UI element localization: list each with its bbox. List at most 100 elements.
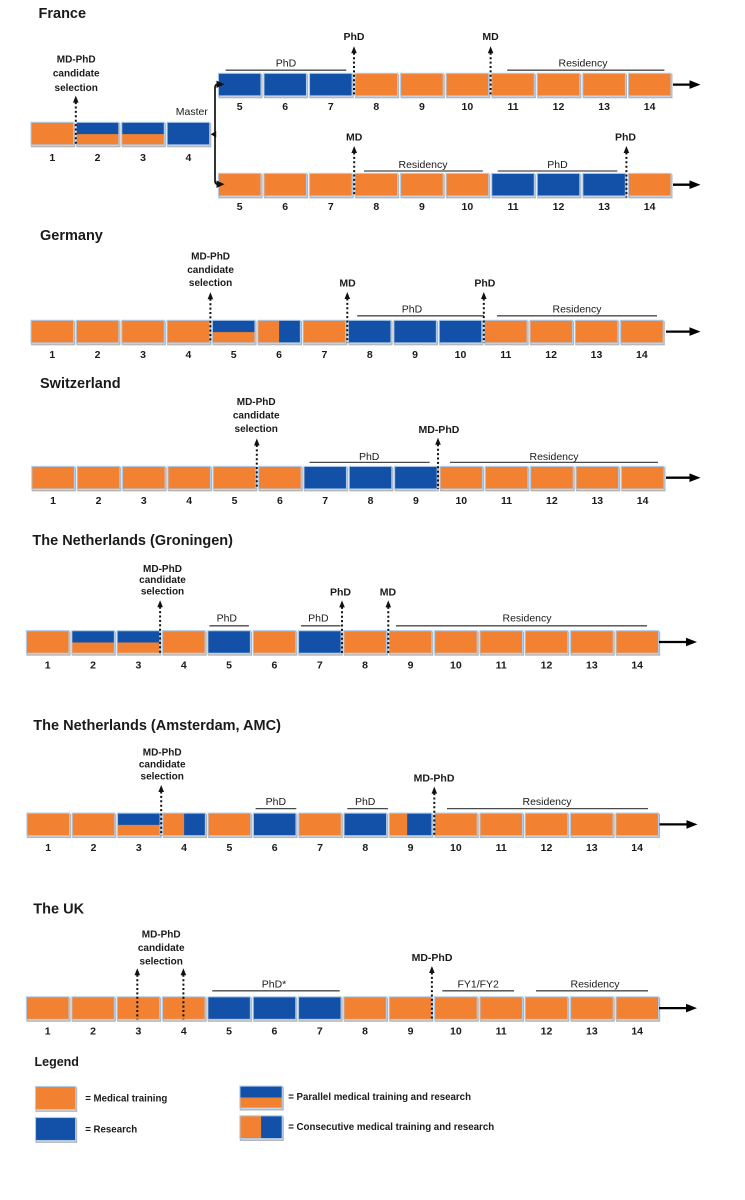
svg-text:7: 7 <box>321 349 327 361</box>
svg-text:8: 8 <box>373 101 379 113</box>
svg-text:14: 14 <box>644 201 656 213</box>
svg-text:MD-PhD: MD-PhD <box>418 424 459 436</box>
svg-text:candidate: candidate <box>139 575 186 586</box>
svg-text:Residency: Residency <box>558 58 608 70</box>
svg-text:= Medical training: = Medical training <box>85 1094 167 1105</box>
svg-text:14: 14 <box>644 101 656 113</box>
svg-text:11: 11 <box>496 842 507 854</box>
svg-text:11: 11 <box>496 1026 507 1038</box>
svg-text:PhD: PhD <box>474 278 495 290</box>
svg-text:MD-PhD: MD-PhD <box>237 397 276 408</box>
svg-text:6: 6 <box>272 842 278 854</box>
svg-text:PhD: PhD <box>402 304 423 316</box>
svg-text:The Netherlands (Groningen): The Netherlands (Groningen) <box>32 533 233 549</box>
svg-text:= Parallel medical training an: = Parallel medical training and research <box>288 1092 471 1103</box>
svg-text:candidate: candidate <box>53 69 100 80</box>
svg-text:Legend: Legend <box>35 1055 79 1069</box>
svg-text:MD: MD <box>380 587 397 599</box>
svg-text:6: 6 <box>282 101 288 113</box>
svg-text:4: 4 <box>181 660 187 672</box>
svg-text:PhD: PhD <box>266 796 287 808</box>
svg-text:11: 11 <box>496 660 507 672</box>
svg-text:selection: selection <box>141 772 184 783</box>
svg-text:10: 10 <box>450 842 462 854</box>
svg-text:12: 12 <box>546 495 558 507</box>
svg-text:7: 7 <box>328 101 334 113</box>
svg-text:candidate: candidate <box>187 265 234 276</box>
svg-text:9: 9 <box>408 660 414 672</box>
svg-text:PhD: PhD <box>276 58 297 70</box>
svg-text:selection: selection <box>55 83 98 94</box>
svg-text:PhD*: PhD* <box>262 978 287 990</box>
svg-text:10: 10 <box>462 101 474 113</box>
svg-text:13: 13 <box>598 101 610 113</box>
svg-text:8: 8 <box>373 201 379 213</box>
svg-text:The Netherlands (Amsterdam, AM: The Netherlands (Amsterdam, AMC) <box>33 718 281 734</box>
svg-text:14: 14 <box>631 842 643 854</box>
svg-text:13: 13 <box>591 495 603 507</box>
svg-text:The UK: The UK <box>33 902 84 918</box>
svg-text:10: 10 <box>450 1026 462 1038</box>
svg-text:Master: Master <box>176 106 209 118</box>
svg-text:14: 14 <box>631 1026 643 1038</box>
svg-text:4: 4 <box>181 1026 187 1038</box>
svg-text:10: 10 <box>455 495 467 507</box>
svg-text:12: 12 <box>545 349 557 361</box>
svg-text:selection: selection <box>235 424 278 435</box>
svg-text:1: 1 <box>49 349 55 361</box>
svg-text:Switzerland: Switzerland <box>40 376 121 392</box>
svg-text:4: 4 <box>181 842 187 854</box>
svg-text:MD-PhD: MD-PhD <box>143 748 182 759</box>
svg-text:5: 5 <box>237 101 243 113</box>
svg-text:PhD: PhD <box>359 451 380 463</box>
svg-text:1: 1 <box>45 1026 51 1038</box>
svg-text:selection: selection <box>189 278 232 289</box>
svg-text:9: 9 <box>419 101 425 113</box>
svg-text:6: 6 <box>282 201 288 213</box>
svg-text:4: 4 <box>185 349 191 361</box>
svg-text:11: 11 <box>500 349 511 361</box>
svg-text:5: 5 <box>232 495 238 507</box>
svg-text:MD: MD <box>346 132 363 144</box>
svg-text:12: 12 <box>553 201 565 213</box>
svg-text:6: 6 <box>271 1026 277 1038</box>
svg-text:Residency: Residency <box>529 451 579 463</box>
svg-text:5: 5 <box>226 660 232 672</box>
svg-text:11: 11 <box>501 495 512 507</box>
svg-text:13: 13 <box>591 349 603 361</box>
svg-text:MD-PhD: MD-PhD <box>412 952 453 964</box>
svg-text:10: 10 <box>455 349 467 361</box>
svg-text:1: 1 <box>45 660 51 672</box>
svg-text:7: 7 <box>328 201 334 213</box>
svg-text:MD-PhD: MD-PhD <box>143 564 182 575</box>
svg-text:PhD: PhD <box>615 132 636 144</box>
svg-text:12: 12 <box>541 660 553 672</box>
svg-text:MD: MD <box>339 278 356 290</box>
svg-text:8: 8 <box>362 842 368 854</box>
svg-text:7: 7 <box>317 842 323 854</box>
svg-text:2: 2 <box>95 349 101 361</box>
svg-text:9: 9 <box>408 1026 414 1038</box>
svg-text:13: 13 <box>586 660 598 672</box>
svg-text:14: 14 <box>631 660 643 672</box>
svg-text:3: 3 <box>135 1026 141 1038</box>
svg-text:4: 4 <box>185 152 191 164</box>
svg-text:selection: selection <box>140 957 183 968</box>
svg-text:13: 13 <box>586 842 598 854</box>
svg-text:PhD: PhD <box>547 159 568 171</box>
svg-text:3: 3 <box>140 152 146 164</box>
svg-text:FY1/FY2: FY1/FY2 <box>457 978 499 990</box>
svg-text:Germany: Germany <box>40 228 103 244</box>
svg-text:PhD: PhD <box>217 613 238 625</box>
svg-text:candidate: candidate <box>138 943 185 954</box>
svg-text:7: 7 <box>317 1026 323 1038</box>
svg-text:9: 9 <box>408 842 414 854</box>
svg-text:3: 3 <box>141 495 147 507</box>
svg-text:12: 12 <box>541 1026 553 1038</box>
svg-text:candidate: candidate <box>139 760 186 771</box>
svg-text:2: 2 <box>96 495 102 507</box>
svg-text:12: 12 <box>553 101 565 113</box>
svg-text:5: 5 <box>226 1026 232 1038</box>
svg-text:PhD: PhD <box>308 613 329 625</box>
svg-text:Residency: Residency <box>570 978 620 990</box>
